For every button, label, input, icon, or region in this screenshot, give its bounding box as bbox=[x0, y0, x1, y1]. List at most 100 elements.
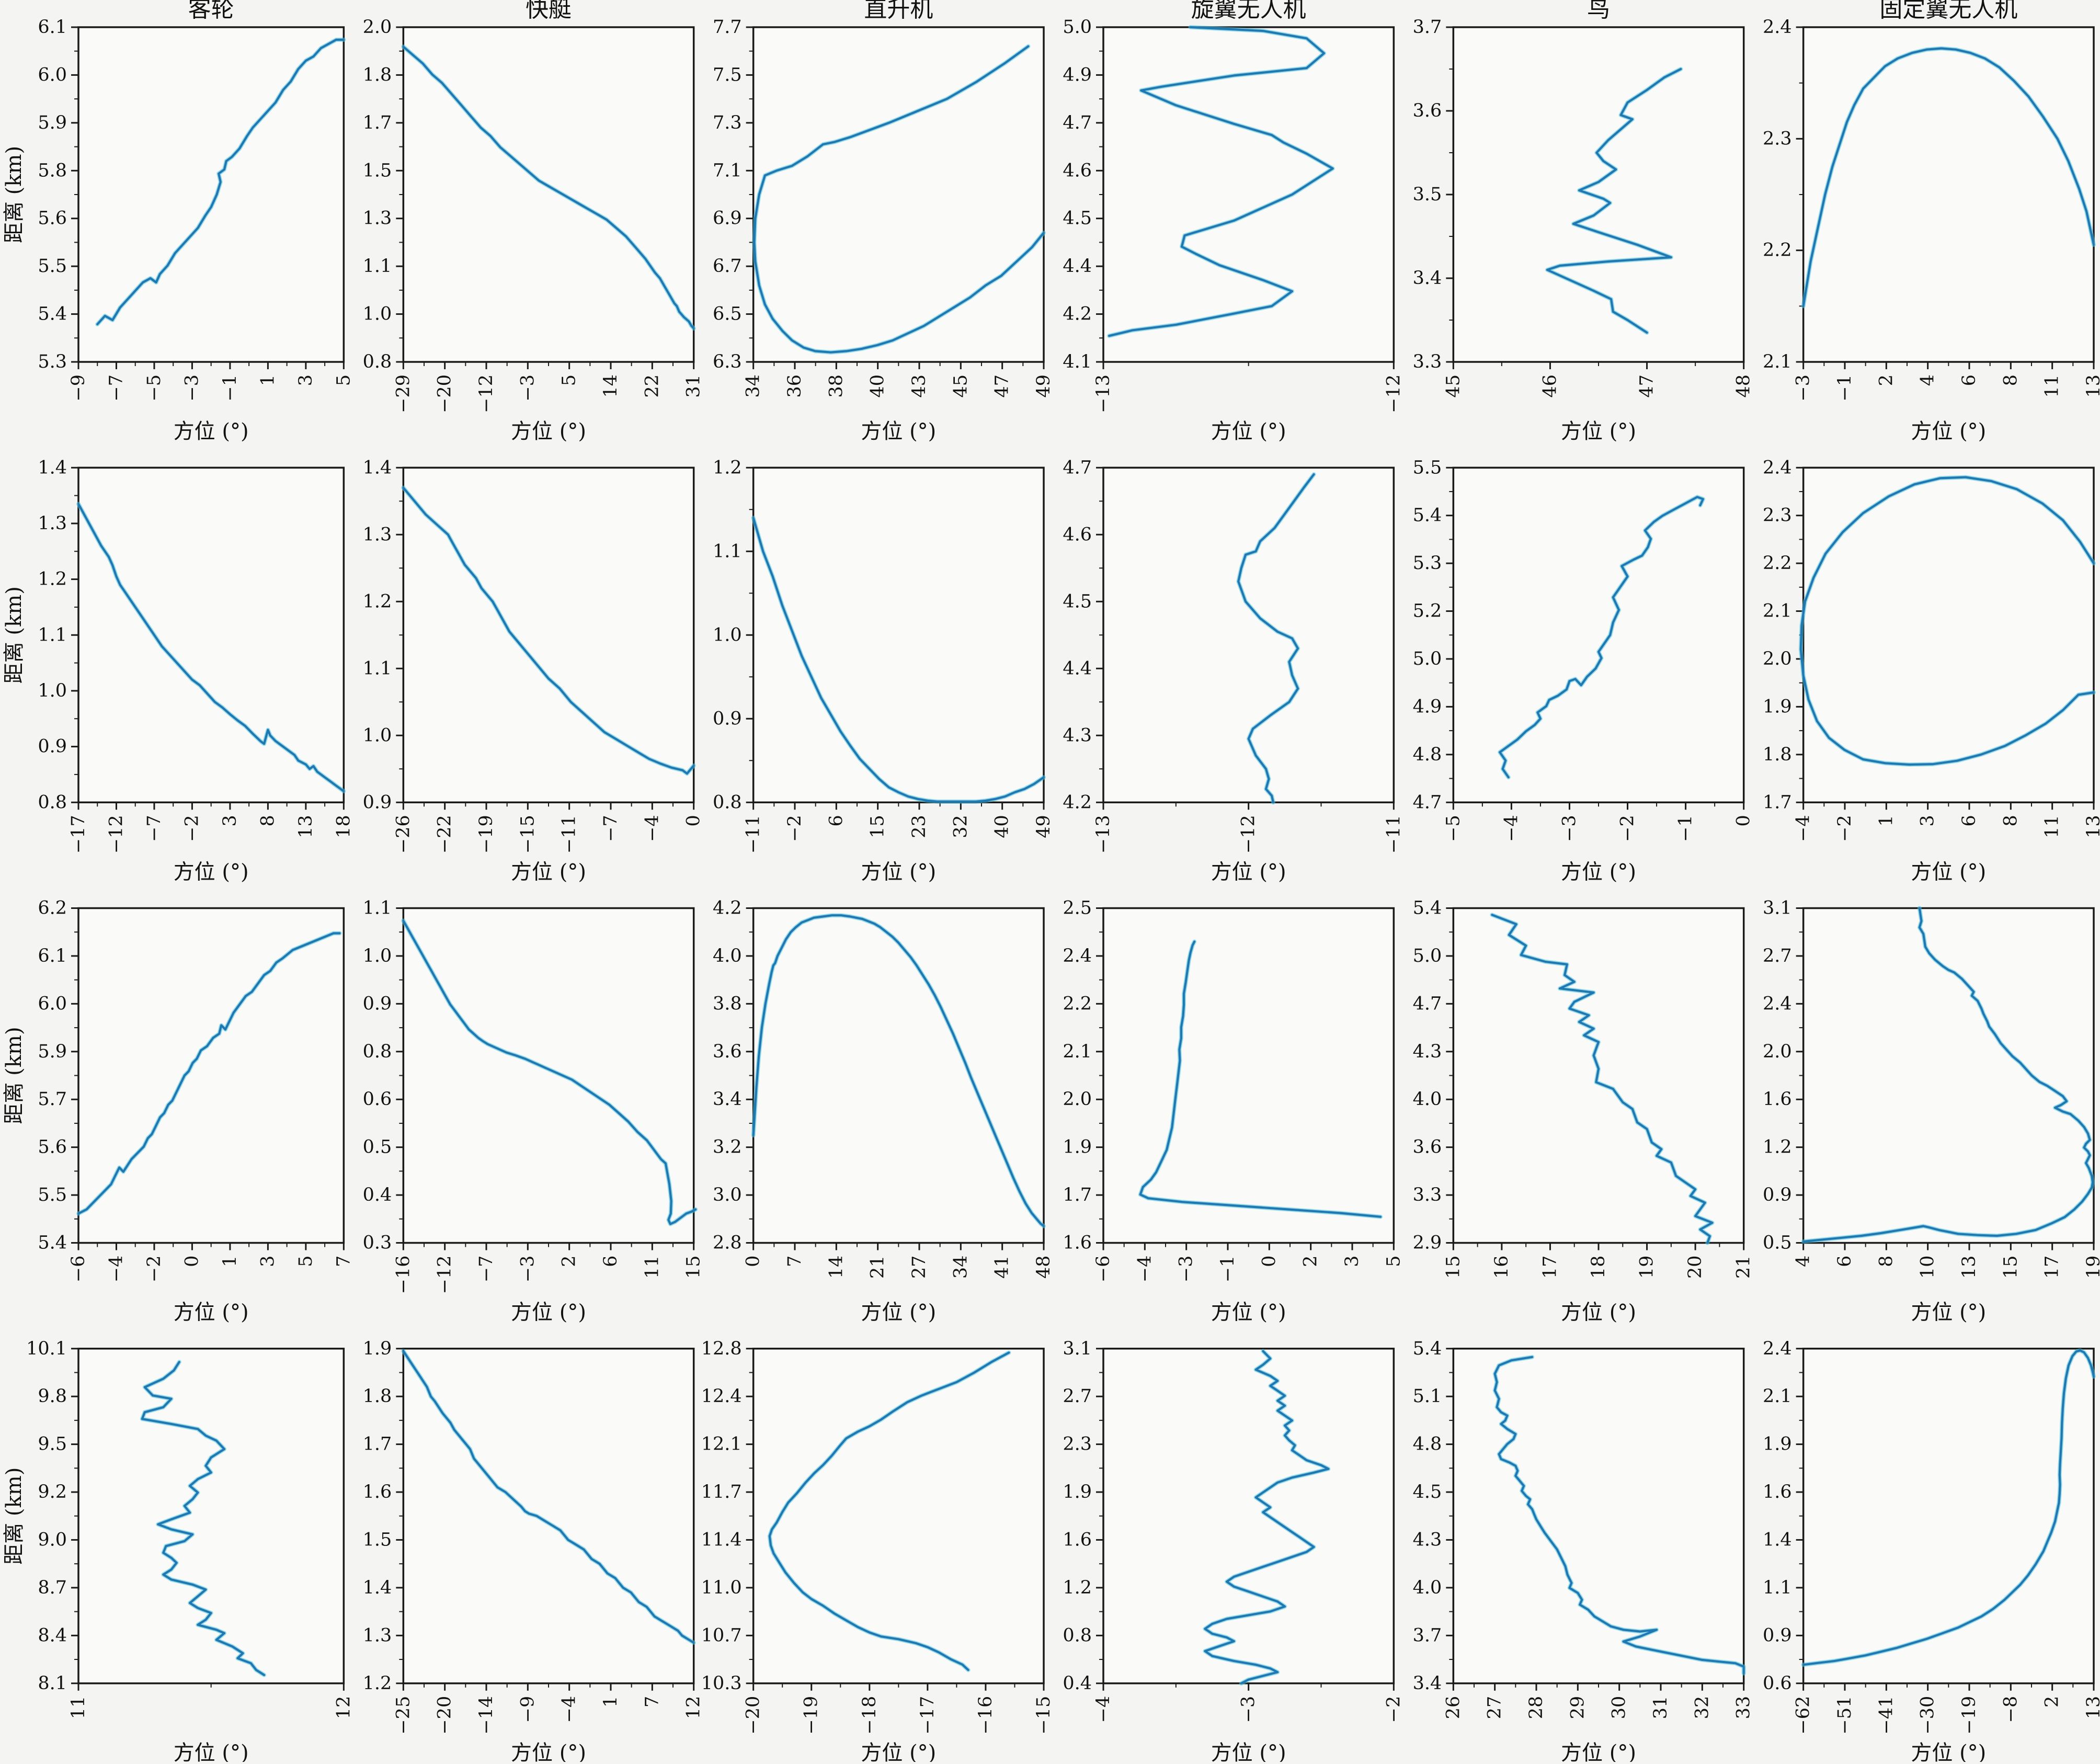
y-tick-label: 1.2 bbox=[713, 457, 742, 478]
y-tick-label: 6.7 bbox=[713, 256, 742, 277]
y-tick-label: 6.5 bbox=[713, 304, 742, 325]
x-tick-label: 4 bbox=[1793, 1256, 1814, 1267]
y-tick-label: 6.3 bbox=[713, 351, 742, 372]
x-tick-label: 19 bbox=[2083, 1256, 2100, 1279]
y-tick-label: 5.4 bbox=[1413, 505, 1442, 526]
x-tick-label: 14 bbox=[600, 374, 621, 398]
x-tick-label: 11 bbox=[68, 1696, 89, 1720]
x-tick-label: −4 bbox=[1501, 815, 1522, 842]
x-tick-label: −13 bbox=[1093, 815, 1114, 853]
x-tick-label: 20 bbox=[1685, 1256, 1706, 1279]
x-tick-label: 33 bbox=[1733, 1696, 1754, 1720]
plot-frame bbox=[752, 26, 1045, 363]
y-tick-label: 2.1 bbox=[1063, 1041, 1092, 1062]
y-tick-label: 4.0 bbox=[1413, 1089, 1442, 1110]
y-tick-label: 0.9 bbox=[1763, 1185, 1792, 1205]
x-axis-label: 方位 (°) bbox=[1911, 860, 1986, 884]
x-tick-label: −51 bbox=[1834, 1696, 1855, 1735]
y-tick-label: 4.0 bbox=[1413, 1577, 1442, 1598]
plot-frame bbox=[1452, 26, 1745, 363]
y-tick-label: 2.0 bbox=[1763, 648, 1792, 669]
x-tick-label: −3 bbox=[1176, 1256, 1197, 1283]
y-tick-label: 0.9 bbox=[363, 993, 392, 1014]
y-tick-label: 1.1 bbox=[363, 898, 392, 919]
y-tick-label: 1.7 bbox=[363, 1434, 392, 1455]
x-tick-label: −41 bbox=[1876, 1696, 1897, 1735]
x-tick-label: 6 bbox=[600, 1256, 621, 1267]
plot-frame bbox=[77, 907, 345, 1244]
x-tick-label: 13 bbox=[2083, 815, 2100, 838]
y-tick-label: 0.5 bbox=[363, 1137, 392, 1158]
x-axis-label: 方位 (°) bbox=[861, 860, 936, 884]
x-tick-label: −13 bbox=[1093, 374, 1114, 413]
y-tick-label: 6.1 bbox=[38, 17, 67, 38]
x-tick-label: 34 bbox=[743, 374, 764, 398]
x-tick-label: 0 bbox=[1259, 1256, 1280, 1267]
x-tick-label: −11 bbox=[559, 815, 580, 853]
x-axis-label: 方位 (°) bbox=[511, 419, 586, 443]
x-tick-label: 13 bbox=[295, 815, 316, 838]
x-tick-label: 31 bbox=[683, 374, 704, 398]
y-tick-label: 1.7 bbox=[1763, 792, 1792, 813]
plot-frame bbox=[1102, 466, 1395, 803]
y-tick-label: 6.0 bbox=[38, 64, 67, 85]
plot-frame bbox=[1102, 26, 1395, 363]
y-tick-label: 6.0 bbox=[38, 993, 67, 1014]
x-tick-label: 29 bbox=[1567, 1696, 1588, 1720]
x-axis-label: 方位 (°) bbox=[511, 1741, 586, 1762]
x-tick-label: −7 bbox=[476, 1256, 497, 1283]
y-tick-label: 3.5 bbox=[1413, 184, 1442, 205]
subplot-title: 固定翼无人机 bbox=[1879, 0, 2017, 22]
x-tick-label: 0 bbox=[683, 815, 704, 826]
x-tick-label: 0 bbox=[1733, 815, 1754, 826]
y-tick-label: 5.5 bbox=[1413, 457, 1442, 478]
y-tick-label: 11.7 bbox=[701, 1482, 742, 1503]
plot-frame bbox=[1802, 907, 2095, 1244]
x-tick-label: −16 bbox=[975, 1696, 996, 1735]
y-tick-label: 0.4 bbox=[1063, 1673, 1092, 1694]
y-tick-label: 5.9 bbox=[38, 112, 67, 133]
x-tick-label: 23 bbox=[909, 815, 930, 838]
series-line bbox=[1802, 47, 2095, 308]
x-tick-label: −20 bbox=[435, 374, 455, 413]
series-line bbox=[1802, 907, 2094, 1243]
x-tick-label: 8 bbox=[257, 815, 278, 826]
x-axis-label: 方位 (°) bbox=[1211, 1301, 1286, 1325]
subplot-title: 直升机 bbox=[864, 0, 933, 22]
y-tick-label: 4.9 bbox=[1413, 696, 1442, 717]
y-tick-label: 1.6 bbox=[363, 1482, 392, 1503]
y-tick-label: 5.4 bbox=[1413, 898, 1442, 919]
x-tick-label: 6 bbox=[1959, 374, 1980, 386]
y-tick-label: 3.3 bbox=[1413, 1185, 1442, 1205]
x-tick-label: 41 bbox=[992, 1256, 1013, 1279]
x-tick-label: 21 bbox=[1733, 1256, 1754, 1279]
y-tick-label: 9.2 bbox=[38, 1482, 67, 1503]
y-tick-label: 2.4 bbox=[1763, 1338, 1792, 1359]
y-tick-label: 4.3 bbox=[1413, 1041, 1442, 1062]
y-tick-label: 2.4 bbox=[1763, 457, 1792, 478]
x-tick-label: 21 bbox=[868, 1256, 888, 1279]
x-tick-label: −22 bbox=[435, 815, 455, 853]
x-tick-label: 13 bbox=[2083, 374, 2100, 398]
y-tick-label: 4.7 bbox=[1063, 457, 1092, 478]
series-line bbox=[1493, 1356, 1745, 1675]
x-tick-label: 7 bbox=[784, 1256, 805, 1267]
x-tick-label: −14 bbox=[476, 1696, 497, 1735]
subplot-r1c3: 34 36 38 40 43 45 47 49 6.3 6.5 6.7 6.9 7.1 7.3 7.5 7.7… bbox=[713, 0, 1054, 443]
subplot-r3c1: −6 −4 −2 0 1 3 5 7 5.4 5.5 5.6 5.7 5.9 6.0 6.1 6.2 方位 (°… bbox=[2, 898, 354, 1325]
y-tick-label: 1.1 bbox=[363, 256, 392, 277]
y-tick-label: 0.8 bbox=[1063, 1625, 1092, 1646]
y-tick-label: 12.8 bbox=[701, 1338, 742, 1359]
y-tick-label: 1.9 bbox=[1763, 696, 1792, 717]
plot-frame bbox=[402, 1348, 695, 1685]
x-tick-label: 7 bbox=[333, 1256, 354, 1267]
subplot-title: 鸟 bbox=[1587, 0, 1610, 22]
subplot-r3c5: 15 16 17 18 19 20 21 2.9 3.3 3.6 4.0 4.3 4.7 5.0 5.4 方位… bbox=[1413, 898, 1754, 1325]
x-tick-label: −20 bbox=[435, 1696, 455, 1735]
x-tick-label: 3 bbox=[257, 1256, 278, 1267]
y-tick-label: 2.1 bbox=[1763, 1386, 1792, 1407]
x-tick-label: −18 bbox=[859, 1696, 880, 1735]
y-tick-label: 10.3 bbox=[701, 1673, 742, 1694]
y-tick-label: 1.3 bbox=[363, 1625, 392, 1646]
x-tick-label: 19 bbox=[1637, 1256, 1658, 1279]
